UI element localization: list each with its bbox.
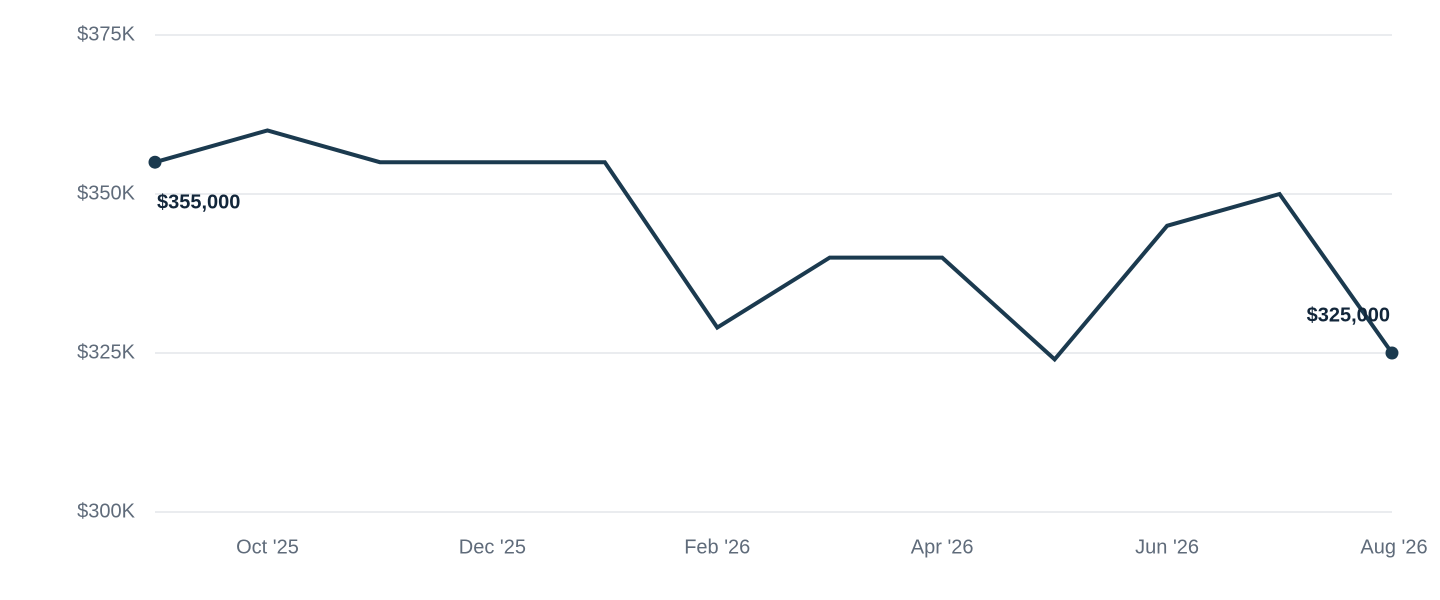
x-tick-label: Oct '25 [236,536,299,558]
x-tick-label: Dec '25 [459,536,526,558]
x-tick-label: Aug '26 [1360,536,1427,558]
x-tick-label: Apr '26 [911,536,974,558]
y-tick-label: $375K [77,23,135,45]
y-tick-label: $325K [77,341,135,363]
y-tick-label: $300K [77,500,135,522]
value-label: $325,000 [1307,304,1390,326]
x-tick-label: Feb '26 [684,536,750,558]
value-label: $355,000 [157,191,240,213]
x-tick-label: Jun '26 [1135,536,1199,558]
y-tick-label: $350K [77,182,135,204]
line [154,128,1394,363]
point [1385,346,1399,360]
point [148,155,162,169]
